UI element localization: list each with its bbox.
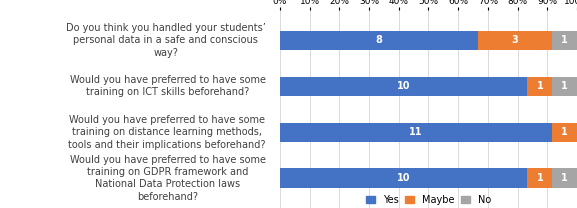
Bar — [280, 123, 552, 142]
Bar — [552, 77, 577, 96]
Legend: Yes, Maybe, No: Yes, Maybe, No — [366, 195, 491, 205]
Text: 8: 8 — [376, 35, 383, 45]
Bar — [552, 168, 577, 188]
Bar — [280, 77, 527, 96]
Text: 1: 1 — [561, 81, 568, 91]
Text: 1: 1 — [561, 35, 568, 45]
Bar — [280, 168, 527, 188]
Bar — [552, 123, 577, 142]
Text: Would you have preferred to have some
training on distance learning methods,
too: Would you have preferred to have some tr… — [68, 115, 266, 150]
Text: Would you have preferred to have some
training on GDPR framework and
National Da: Would you have preferred to have some tr… — [70, 155, 266, 202]
Bar — [478, 31, 552, 50]
Text: 1: 1 — [561, 173, 568, 183]
Text: 10: 10 — [397, 173, 410, 183]
Text: 11: 11 — [409, 127, 423, 137]
Text: 1: 1 — [561, 127, 568, 137]
Text: 10: 10 — [397, 81, 410, 91]
Text: 3: 3 — [512, 35, 519, 45]
Bar — [552, 31, 577, 50]
Text: 1: 1 — [537, 81, 543, 91]
Text: Do you think you handled your students’
personal data in a safe and conscious
wa: Do you think you handled your students’ … — [66, 23, 266, 58]
Text: 1: 1 — [537, 173, 543, 183]
Text: Would you have preferred to have some
training on ICT skills beforehand?: Would you have preferred to have some tr… — [70, 75, 266, 97]
Bar — [527, 77, 552, 96]
Bar — [280, 31, 478, 50]
Bar — [527, 168, 552, 188]
